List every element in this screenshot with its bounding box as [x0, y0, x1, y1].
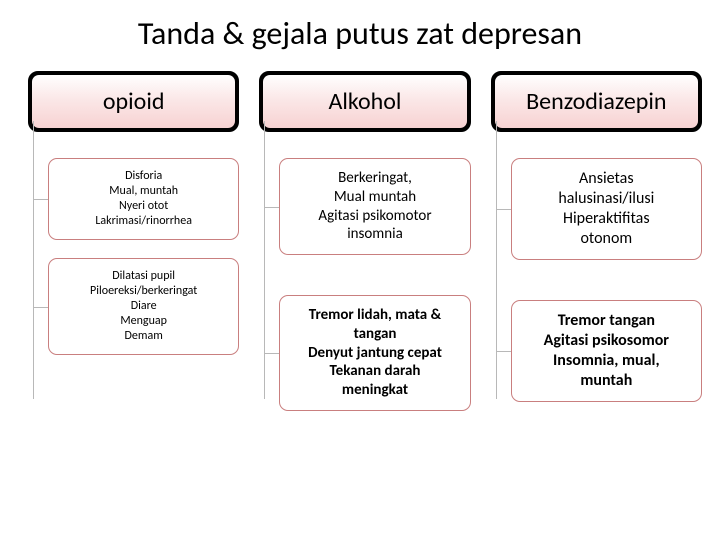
- leaf-line: Ansietas: [520, 169, 693, 189]
- leaf-line: Demam: [57, 329, 230, 344]
- leaf-line: Berkeringat,: [288, 169, 461, 188]
- connector-line: [264, 121, 265, 399]
- leaf-line: Tremor tangan: [520, 311, 693, 331]
- column-benzo: Benzodiazepin Ansietas halusinasi/ilusi …: [491, 71, 702, 429]
- leaf-line: Agitasi psikosomor: [520, 331, 693, 351]
- header-box-benzo: Benzodiazepin: [491, 71, 702, 132]
- leaf-line: Dilatasi pupil: [57, 269, 230, 284]
- leaf-line: Lakrimasi/rinorrhea: [57, 214, 230, 229]
- leaf-line: Mual, muntah: [57, 184, 230, 199]
- leaf-box: Berkeringat, Mual muntah Agitasi psikomo…: [279, 158, 470, 255]
- header-label: opioid: [32, 75, 235, 128]
- leaf-line: Tremor lidah, mata &: [288, 306, 461, 325]
- leaf-line: Denyut jantung cepat: [288, 344, 461, 363]
- leaf-line: Piloereksi/berkeringat: [57, 284, 230, 299]
- leaf-line: otonom: [520, 229, 693, 249]
- leaf-box: Tremor tangan Agitasi psikosomor Insomni…: [511, 300, 702, 402]
- header-box-opioid: opioid: [28, 71, 239, 132]
- leaf-line: halusinasi/ilusi: [520, 189, 693, 209]
- leaf-box: Dilatasi pupil Piloereksi/berkeringat Di…: [48, 258, 239, 355]
- connector-line: [33, 121, 34, 399]
- header-label: Alkohol: [263, 75, 466, 128]
- leaf-line: Insomnia, mual,: [520, 351, 693, 371]
- leaf-line: Menguap: [57, 314, 230, 329]
- header-box-alkohol: Alkohol: [259, 71, 470, 132]
- slide-title: Tanda & gejala putus zat depresan: [0, 0, 720, 71]
- leaf-box: Disforia Mual, muntah Nyeri otot Lakrima…: [48, 158, 239, 240]
- column-opioid: opioid Disforia Mual, muntah Nyeri otot …: [28, 71, 239, 429]
- leaf-line: Mual muntah: [288, 188, 461, 207]
- leaf-line: tangan: [288, 325, 461, 344]
- leaf-line: Diare: [57, 299, 230, 314]
- connector-line: [496, 121, 497, 399]
- column-alkohol: Alkohol Berkeringat, Mual muntah Agitasi…: [259, 71, 470, 429]
- leaf-box: Ansietas halusinasi/ilusi Hiperaktifitas…: [511, 158, 702, 260]
- leaf-line: Tekanan darah: [288, 362, 461, 381]
- leaf-line: insomnia: [288, 225, 461, 244]
- leaf-line: muntah: [520, 371, 693, 391]
- leaf-line: Agitasi psikomotor: [288, 207, 461, 226]
- leaf-box: Tremor lidah, mata & tangan Denyut jantu…: [279, 295, 470, 411]
- leaf-line: Hiperaktifitas: [520, 209, 693, 229]
- leaf-line: meningkat: [288, 381, 461, 400]
- leaf-line: Nyeri otot: [57, 199, 230, 214]
- leaf-line: Disforia: [57, 169, 230, 184]
- header-label: Benzodiazepin: [495, 75, 698, 128]
- columns-container: opioid Disforia Mual, muntah Nyeri otot …: [0, 71, 720, 429]
